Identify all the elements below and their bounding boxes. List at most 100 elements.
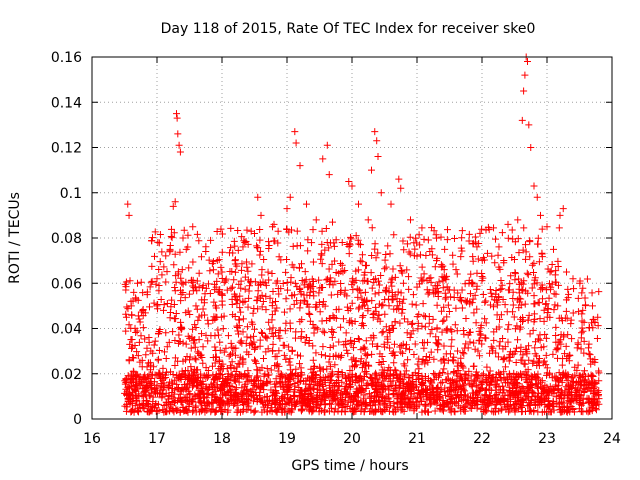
- data-point: [368, 297, 376, 305]
- data-point: [178, 266, 186, 274]
- data-point: [530, 310, 538, 318]
- data-point: [309, 258, 317, 266]
- data-point: [364, 305, 372, 313]
- data-point: [379, 328, 387, 336]
- data-point: [321, 246, 329, 254]
- data-point: [143, 407, 151, 415]
- data-point: [161, 371, 169, 379]
- data-point: [221, 383, 229, 391]
- data-point: [230, 237, 238, 245]
- y-tick-label: 0.02: [51, 367, 82, 383]
- data-point: [346, 339, 354, 347]
- data-point: [212, 395, 220, 403]
- data-point: [322, 224, 330, 232]
- data-point: [368, 166, 375, 174]
- data-point: [396, 343, 404, 351]
- data-point: [274, 227, 282, 235]
- data-point: [518, 383, 526, 391]
- data-point: [278, 404, 286, 412]
- data-point: [474, 347, 482, 355]
- data-point: [275, 290, 283, 298]
- data-point: [366, 394, 374, 402]
- data-point: [421, 401, 429, 409]
- data-point: [585, 396, 593, 404]
- data-point: [133, 327, 141, 335]
- data-point: [585, 340, 593, 348]
- data-point: [398, 309, 406, 317]
- data-point: [400, 372, 408, 380]
- data-point: [202, 373, 210, 381]
- data-point: [162, 252, 170, 260]
- data-point: [409, 398, 417, 406]
- data-point: [260, 381, 268, 389]
- data-point: [495, 342, 503, 350]
- data-point: [307, 284, 315, 292]
- data-point: [155, 330, 163, 338]
- data-point: [266, 294, 274, 302]
- data-point: [237, 337, 245, 345]
- data-point: [433, 400, 441, 408]
- data-point: [151, 387, 159, 395]
- data-point: [257, 328, 265, 336]
- data-point: [386, 371, 394, 379]
- data-point: [458, 227, 466, 235]
- data-point: [133, 397, 141, 405]
- data-point: [343, 303, 351, 311]
- data-point: [484, 402, 492, 410]
- data-point: [577, 401, 585, 409]
- data-point: [538, 225, 546, 233]
- data-point: [473, 401, 481, 409]
- data-point: [258, 291, 266, 299]
- data-point: [280, 341, 288, 349]
- data-point: [427, 274, 435, 282]
- data-point: [326, 281, 334, 289]
- data-point: [295, 393, 303, 401]
- data-point: [390, 399, 398, 407]
- data-point: [212, 283, 220, 291]
- data-point: [126, 340, 134, 348]
- data-point: [361, 405, 369, 413]
- data-point: [267, 366, 275, 374]
- data-point: [588, 289, 596, 297]
- data-point: [514, 216, 522, 224]
- data-point: [482, 226, 490, 234]
- data-point: [524, 271, 532, 279]
- data-point: [248, 260, 256, 268]
- data-point: [361, 288, 369, 296]
- data-point: [238, 233, 246, 241]
- data-point: [412, 234, 420, 242]
- data-point: [284, 398, 292, 406]
- data-point: [435, 393, 443, 401]
- data-point: [327, 291, 335, 299]
- data-point: [481, 298, 489, 306]
- data-point: [482, 319, 490, 327]
- axis-ticks: [91, 56, 613, 420]
- data-point: [204, 280, 212, 288]
- data-point: [382, 251, 390, 259]
- data-point: [339, 315, 347, 323]
- data-point: [233, 322, 241, 330]
- data-point: [573, 344, 581, 352]
- data-point: [239, 360, 247, 368]
- data-point: [288, 292, 296, 300]
- data-point: [125, 321, 133, 329]
- data-point: [560, 331, 568, 339]
- data-point: [409, 291, 417, 299]
- data-point: [242, 339, 250, 347]
- data-point: [199, 284, 206, 292]
- data-point: [375, 311, 383, 319]
- data-point: [472, 371, 480, 379]
- data-point: [504, 286, 512, 294]
- data-point: [360, 343, 368, 351]
- data-point: [526, 330, 534, 338]
- data-point: [489, 303, 497, 311]
- data-point: [125, 211, 133, 219]
- data-point: [256, 294, 264, 302]
- data-point: [293, 227, 301, 235]
- data-point: [437, 379, 445, 387]
- data-point: [338, 261, 346, 269]
- data-point: [328, 333, 336, 341]
- data-point: [220, 312, 228, 320]
- data-point: [368, 374, 376, 382]
- data-point: [191, 391, 199, 399]
